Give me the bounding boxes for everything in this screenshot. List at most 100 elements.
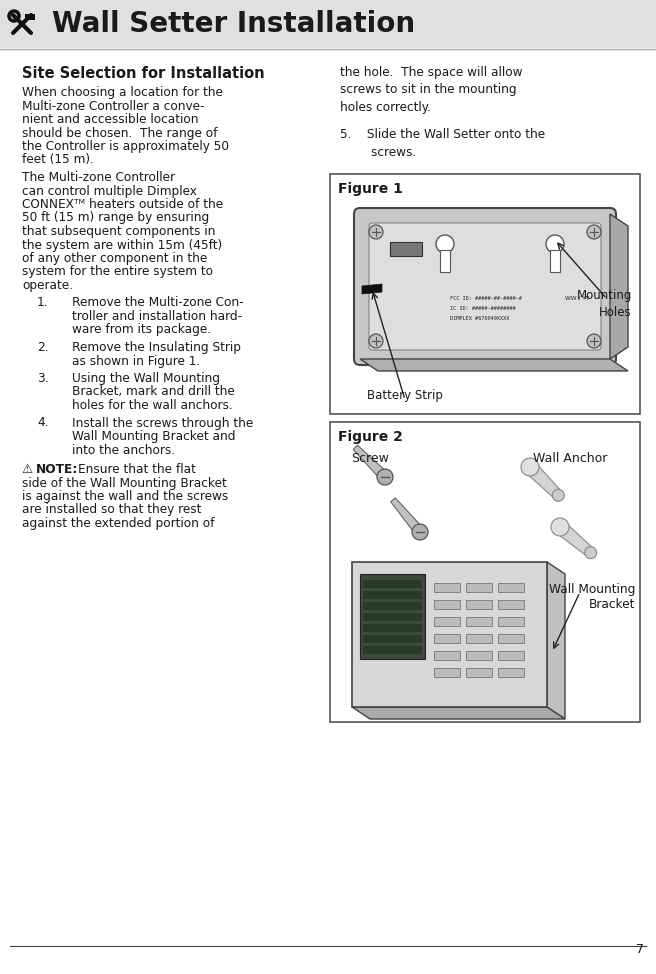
- Bar: [498, 634, 524, 643]
- Bar: [363, 613, 422, 621]
- Text: Bracket, mark and drill the: Bracket, mark and drill the: [72, 386, 235, 398]
- Text: should be chosen.  The range of: should be chosen. The range of: [22, 127, 218, 139]
- Text: Figure 1: Figure 1: [338, 182, 403, 196]
- FancyBboxPatch shape: [369, 223, 601, 350]
- Bar: [434, 634, 460, 643]
- Text: Site Selection for Installation: Site Selection for Installation: [22, 66, 264, 81]
- Text: Remove the Multi-zone Con-: Remove the Multi-zone Con-: [72, 296, 243, 310]
- Circle shape: [552, 489, 564, 502]
- Text: Install the screws through the: Install the screws through the: [72, 417, 253, 430]
- Bar: [330, 174, 640, 414]
- Text: Wall Mounting Bracket and: Wall Mounting Bracket and: [72, 430, 236, 443]
- Text: 50 ft (15 m) range by ensuring: 50 ft (15 m) range by ensuring: [22, 211, 209, 224]
- Bar: [466, 634, 492, 643]
- Circle shape: [377, 469, 393, 485]
- Text: can control multiple Dimplex: can control multiple Dimplex: [22, 184, 197, 198]
- Polygon shape: [353, 445, 388, 480]
- Bar: [498, 651, 524, 660]
- Text: NOTE:: NOTE:: [36, 463, 78, 476]
- Text: Mounting
Holes: Mounting Holes: [577, 289, 632, 318]
- Text: 1.: 1.: [37, 296, 49, 310]
- Text: ⚠: ⚠: [22, 463, 42, 476]
- Polygon shape: [362, 284, 382, 294]
- Bar: [330, 422, 640, 722]
- Bar: [466, 651, 492, 660]
- Bar: [466, 583, 492, 592]
- Bar: [363, 580, 422, 588]
- Circle shape: [369, 225, 383, 239]
- Bar: [363, 624, 422, 632]
- Polygon shape: [610, 214, 628, 359]
- Circle shape: [412, 524, 428, 540]
- Text: the hole.  The space will allow
screws to sit in the mounting
holes correctly.: the hole. The space will allow screws to…: [340, 66, 522, 114]
- Text: Wall Anchor: Wall Anchor: [533, 452, 607, 465]
- Text: Battery Strip: Battery Strip: [367, 389, 443, 402]
- Text: Screw: Screw: [351, 452, 389, 465]
- Text: 7: 7: [636, 943, 644, 956]
- Text: against the extended portion of: against the extended portion of: [22, 517, 215, 530]
- Polygon shape: [525, 462, 562, 499]
- Circle shape: [584, 546, 597, 559]
- Circle shape: [436, 235, 454, 253]
- Text: Multi-zone Controller a conve-: Multi-zone Controller a conve-: [22, 99, 205, 113]
- Text: are installed so that they rest: are installed so that they rest: [22, 504, 201, 516]
- Circle shape: [587, 225, 601, 239]
- Bar: [363, 591, 422, 599]
- Text: Remove the Insulating Strip: Remove the Insulating Strip: [72, 341, 241, 354]
- Text: FCC ID: #####-##-####-#: FCC ID: #####-##-####-#: [450, 296, 522, 301]
- Circle shape: [546, 235, 564, 253]
- Text: nient and accessible location: nient and accessible location: [22, 113, 199, 126]
- Text: CONNEXᵀᴹ heaters outside of the: CONNEXᵀᴹ heaters outside of the: [22, 198, 223, 211]
- Bar: [363, 635, 422, 643]
- Text: WW / YY: WW / YY: [565, 296, 589, 301]
- Text: When choosing a location for the: When choosing a location for the: [22, 86, 223, 99]
- FancyBboxPatch shape: [354, 208, 616, 365]
- Text: 3.: 3.: [37, 372, 49, 385]
- Bar: [440, 250, 450, 272]
- Bar: [498, 600, 524, 609]
- Bar: [434, 583, 460, 592]
- Bar: [434, 617, 460, 626]
- Text: Using the Wall Mounting: Using the Wall Mounting: [72, 372, 220, 385]
- Bar: [550, 250, 560, 272]
- Text: 5.    Slide the Wall Setter onto the
        screws.: 5. Slide the Wall Setter onto the screws…: [340, 128, 545, 159]
- Bar: [0, 0, 656, 48]
- Text: operate.: operate.: [22, 279, 73, 292]
- Bar: [498, 583, 524, 592]
- Text: Figure 2: Figure 2: [338, 430, 403, 444]
- Bar: [498, 617, 524, 626]
- Text: 4.: 4.: [37, 417, 49, 430]
- Bar: [434, 651, 460, 660]
- Text: Wall Mounting
Bracket: Wall Mounting Bracket: [548, 582, 635, 612]
- Bar: [466, 600, 492, 609]
- Text: Wall Setter Installation: Wall Setter Installation: [52, 10, 415, 38]
- Bar: [466, 668, 492, 677]
- Circle shape: [521, 458, 539, 476]
- Circle shape: [587, 334, 601, 348]
- Bar: [498, 668, 524, 677]
- Bar: [25, 14, 35, 20]
- Text: system for the entire system to: system for the entire system to: [22, 266, 213, 279]
- Text: IC ID: #####-########: IC ID: #####-########: [450, 306, 516, 311]
- Polygon shape: [352, 707, 565, 719]
- Bar: [352, 562, 547, 707]
- Polygon shape: [360, 359, 628, 371]
- Text: 2.: 2.: [37, 341, 49, 354]
- Text: of any other component in the: of any other component in the: [22, 252, 207, 265]
- Bar: [363, 646, 422, 654]
- Bar: [466, 617, 492, 626]
- Text: as shown in Figure 1.: as shown in Figure 1.: [72, 355, 200, 367]
- Circle shape: [551, 518, 569, 536]
- Text: is against the wall and the screws: is against the wall and the screws: [22, 490, 228, 503]
- Bar: [390, 242, 422, 256]
- Text: that subsequent components in: that subsequent components in: [22, 225, 215, 238]
- Bar: [434, 668, 460, 677]
- Text: The Multi-zone Controller: The Multi-zone Controller: [22, 171, 175, 184]
- Text: DIMPLEX #670049XXXX: DIMPLEX #670049XXXX: [450, 316, 509, 321]
- Bar: [434, 600, 460, 609]
- Text: holes for the wall anchors.: holes for the wall anchors.: [72, 399, 233, 412]
- Text: into the anchors.: into the anchors.: [72, 443, 175, 457]
- Text: the Controller is approximately 50: the Controller is approximately 50: [22, 140, 229, 153]
- Text: ware from its package.: ware from its package.: [72, 323, 211, 336]
- Text: Ensure that the flat: Ensure that the flat: [78, 463, 196, 476]
